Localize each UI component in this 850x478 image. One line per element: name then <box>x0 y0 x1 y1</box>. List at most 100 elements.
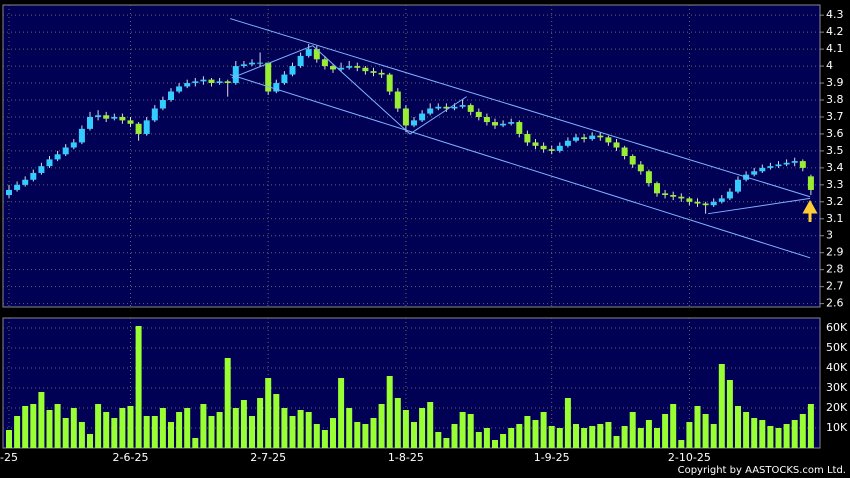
volume-bar <box>208 416 215 448</box>
volume-bar <box>516 424 523 448</box>
candle-body <box>718 198 725 202</box>
volume-bar <box>670 404 677 448</box>
candle-body <box>38 166 45 173</box>
volume-bar <box>386 376 393 448</box>
candle-body <box>500 123 507 126</box>
volume-bar <box>702 414 709 448</box>
volume-bar <box>483 428 490 448</box>
volume-bar <box>224 358 231 448</box>
candle-body <box>645 171 652 184</box>
y-tick-label: 3.6 <box>826 127 844 140</box>
volume-tick-label: 50K <box>826 341 848 354</box>
volume-bar <box>759 420 766 448</box>
candle-body <box>273 83 280 92</box>
volume-bar <box>443 438 450 448</box>
candle-body <box>435 106 442 109</box>
volume-bar <box>46 410 53 448</box>
candle-body <box>427 108 434 114</box>
candle-body <box>95 115 102 117</box>
volume-bar <box>791 420 798 448</box>
trendline <box>707 197 811 215</box>
volume-bar <box>564 398 571 448</box>
volume-bar <box>718 364 725 448</box>
candle-body <box>46 159 53 167</box>
candle-body <box>670 195 677 197</box>
volume-bar <box>362 424 369 448</box>
volume-bar <box>613 436 620 448</box>
candle-body <box>192 81 199 84</box>
volume-bar <box>402 410 409 448</box>
candle-body <box>370 71 377 73</box>
candle-body <box>402 108 409 126</box>
volume-bar <box>637 428 644 448</box>
volume-bar <box>605 422 612 448</box>
candle-body <box>62 147 69 155</box>
volume-bar <box>589 426 596 448</box>
candle-body <box>127 120 134 124</box>
volume-bar <box>346 408 353 448</box>
candle-body <box>702 203 709 206</box>
candle-body <box>419 113 426 121</box>
y-tick-label: 3 <box>826 229 833 242</box>
candle-body <box>159 100 166 109</box>
candle-body <box>775 164 782 167</box>
candle-body <box>111 116 118 119</box>
candle-body <box>411 120 417 126</box>
candle-body <box>597 135 604 138</box>
candle-body <box>176 86 183 92</box>
volume-bar <box>378 404 385 448</box>
volume-bar <box>621 426 628 448</box>
volume-bar <box>151 416 158 448</box>
volume-bar <box>662 414 669 448</box>
y-tick-label: 4 <box>826 59 833 72</box>
volume-bar <box>710 424 717 448</box>
volume-bar <box>30 404 37 448</box>
volume-bar <box>597 424 604 448</box>
volume-bar <box>159 408 166 448</box>
volume-bar <box>305 412 312 448</box>
candle-body <box>556 145 563 151</box>
candle-body <box>257 62 264 64</box>
candle-body <box>508 122 515 124</box>
volume-bar <box>751 418 758 448</box>
candle-body <box>791 161 798 163</box>
candle-body <box>30 172 37 180</box>
candle-body <box>564 140 571 146</box>
candle-body <box>70 142 77 148</box>
volume-bar <box>135 326 142 448</box>
volume-bar <box>232 408 239 448</box>
volume-bar <box>240 400 247 448</box>
candle-body <box>516 122 523 134</box>
candle-body <box>637 164 644 172</box>
volume-bar <box>645 420 652 448</box>
candle-body <box>232 66 239 84</box>
volume-bar <box>111 418 118 448</box>
volume-bar <box>807 404 814 448</box>
volume-bar <box>767 426 774 448</box>
volume-tick-label: 30K <box>826 381 848 394</box>
volume-bar <box>573 424 579 448</box>
volume-bar <box>654 428 660 448</box>
candle-body <box>184 83 191 87</box>
candle-body <box>443 106 450 109</box>
arrow-icon <box>802 199 818 222</box>
candle-body <box>726 191 733 199</box>
volume-bar <box>119 408 126 448</box>
candle-body <box>240 64 247 67</box>
y-tick-label: 3.1 <box>826 212 844 225</box>
candle-body <box>265 62 272 92</box>
volume-bar <box>435 432 442 448</box>
y-tick-label: 3.2 <box>826 195 844 208</box>
volume-tick-label: 20K <box>826 401 848 414</box>
volume-bar <box>216 412 223 448</box>
volume-bar <box>394 398 401 448</box>
candle-body <box>103 115 110 119</box>
candle-body <box>581 137 588 140</box>
candle-body <box>249 62 255 65</box>
volume-bar <box>168 422 174 448</box>
volume-tick-label: 40K <box>826 361 848 374</box>
y-tick-label: 3.7 <box>826 110 844 123</box>
volume-bar <box>127 406 134 448</box>
candle-body <box>297 55 304 67</box>
candle-body <box>492 122 498 126</box>
